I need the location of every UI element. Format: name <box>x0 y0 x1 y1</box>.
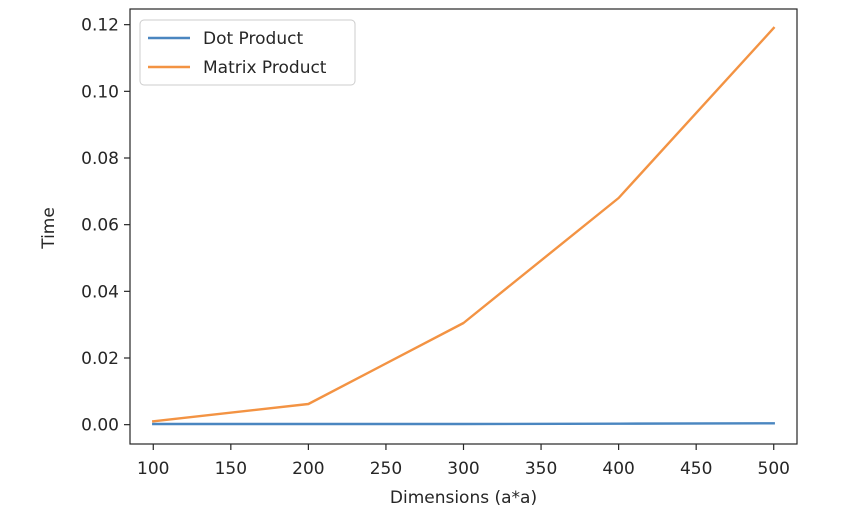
y-tick-label: 0.12 <box>81 16 119 36</box>
y-axis-label: Time <box>39 207 59 250</box>
y-tick-label: 0.00 <box>81 416 119 436</box>
series-line-matrix-product <box>151 26 776 423</box>
x-tick-label: 300 <box>447 459 479 479</box>
y-tick-label: 0.04 <box>81 282 119 302</box>
x-tick-label: 150 <box>215 459 247 479</box>
x-tick-label: 500 <box>758 459 790 479</box>
y-axis: 0.00 0.02 0.04 0.06 0.08 0.10 0.12 <box>81 16 130 436</box>
x-tick-label: 350 <box>525 459 557 479</box>
legend-label-dot-product: Dot Product <box>203 29 303 49</box>
legend-box <box>139 19 356 86</box>
y-tick-label: 0.02 <box>81 349 119 369</box>
legend: Dot Product Matrix Product <box>139 19 356 86</box>
x-axis-label: Dimensions (a*a) <box>390 488 537 508</box>
x-axis: 100 150 200 250 300 350 400 450 500 <box>137 444 790 479</box>
x-tick-label: 100 <box>137 459 169 479</box>
y-tick-label: 0.10 <box>81 82 119 102</box>
x-tick-label: 450 <box>680 459 712 479</box>
y-tick-label: 0.08 <box>81 149 119 169</box>
x-tick-label: 400 <box>602 459 634 479</box>
legend-label-matrix-product: Matrix Product <box>203 58 327 78</box>
x-tick-label: 200 <box>292 459 324 479</box>
x-tick-label: 250 <box>370 459 402 479</box>
series-layer <box>151 26 776 426</box>
series-line-dot-product <box>152 422 775 426</box>
y-tick-label: 0.06 <box>81 216 119 236</box>
